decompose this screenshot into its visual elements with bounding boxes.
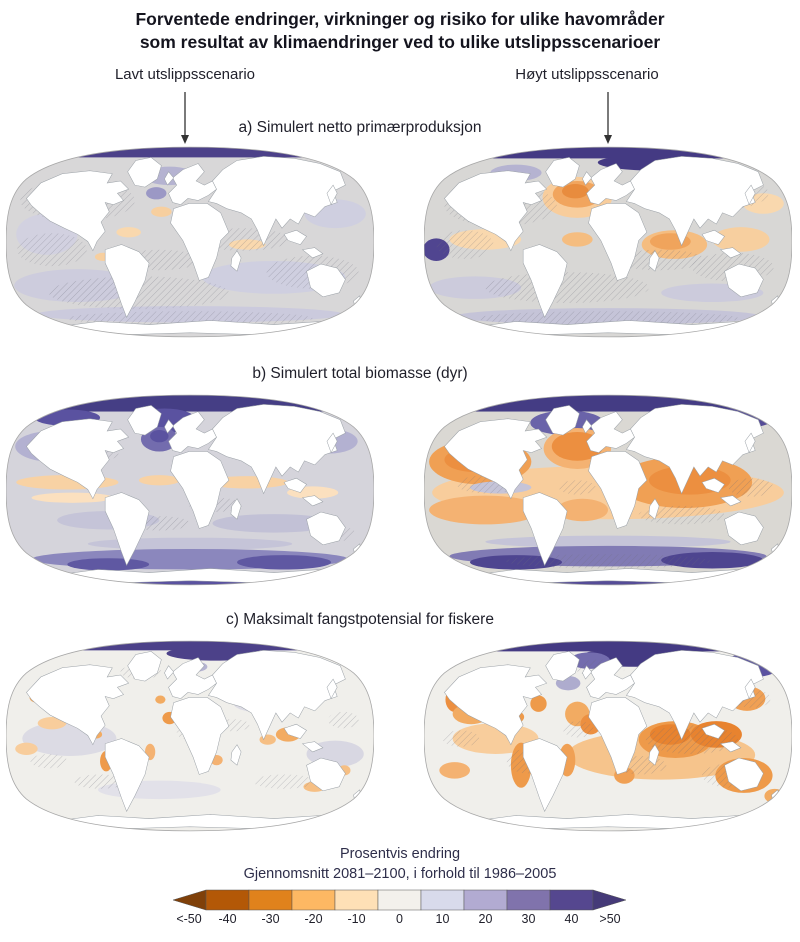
legend-tick-label: -40 — [218, 912, 237, 926]
continents — [444, 404, 781, 584]
world-map-svg — [423, 394, 793, 586]
continents — [444, 156, 781, 336]
continents — [26, 650, 363, 830]
legend-tick-label: -30 — [261, 912, 280, 926]
continents — [444, 650, 781, 830]
panel-b-caption: b) Simulert total biomasse (dyr) — [252, 365, 468, 382]
legend-tick-label: 20 — [478, 912, 493, 926]
figure-title-line1: Forventede endringer, virkninger og risi… — [135, 9, 665, 29]
legend-tick-label: 30 — [521, 912, 536, 926]
legend-tick-label: <-50 — [176, 912, 202, 926]
legend-tick-label: 10 — [435, 912, 450, 926]
hatching-overlay — [456, 475, 774, 569]
scenario-label-high: Høyt utslippsscenario — [515, 66, 659, 83]
panel-a-caption: a) Simulert netto primærproduksjon — [238, 119, 482, 136]
world-map-svg — [423, 640, 793, 832]
map-catch-potential-high — [423, 636, 793, 836]
legend-colorbar — [172, 889, 627, 911]
world-map-svg — [423, 146, 793, 338]
legend-tick-label: 0 — [396, 912, 403, 926]
world-map-svg — [5, 146, 375, 338]
map-primary-production-high — [423, 142, 793, 342]
panel-c-caption: c) Maksimalt fangstpotensial for fiskere — [226, 611, 494, 628]
legend-tick-label: >50 — [599, 912, 621, 926]
continents — [26, 404, 363, 584]
figure-title: Forventede endringer, virkninger og risi… — [0, 8, 800, 54]
down-arrow-icon — [181, 92, 189, 144]
legend-tick-label: 40 — [564, 912, 579, 926]
legend-tick-label: -20 — [304, 912, 323, 926]
legend-title: Prosentvis endring — [339, 846, 461, 862]
world-map-svg — [5, 640, 375, 832]
map-total-biomass-low — [5, 390, 375, 590]
legend-colorbar-svg — [172, 889, 627, 911]
map-catch-potential-low — [5, 636, 375, 836]
continents — [26, 156, 363, 336]
figure-title-line2: som resultat av klimaendringer ved to ul… — [139, 31, 661, 52]
legend-tick-labels: <-50 -40 -30 -20 -10 0 10 20 30 40 >50 — [172, 912, 627, 926]
world-map-svg — [5, 394, 375, 586]
scenario-label-low: Lavt utslippsscenario — [114, 66, 256, 83]
down-arrow-icon — [604, 92, 612, 144]
legend-tick-label: -10 — [347, 912, 366, 926]
map-total-biomass-high — [423, 390, 793, 590]
map-primary-production-low — [5, 142, 375, 342]
legend-subtitle: Gjennomsnitt 2081–2100, i forhold til 19… — [243, 866, 557, 882]
